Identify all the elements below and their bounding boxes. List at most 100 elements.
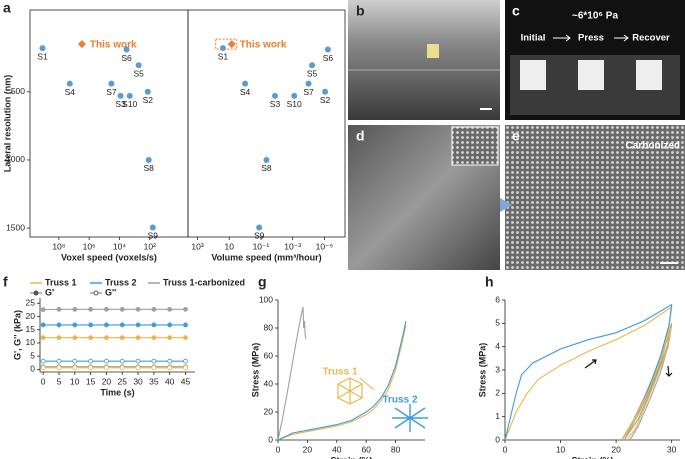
device xyxy=(520,60,546,90)
point-label: S4 xyxy=(240,87,251,97)
point xyxy=(183,322,188,328)
point-label: S1 xyxy=(218,51,229,61)
point xyxy=(167,322,173,328)
point xyxy=(135,306,141,312)
y-tick-label: 0 xyxy=(30,364,35,374)
point xyxy=(135,322,141,328)
y-axis-title: Lateral resolution (nm) xyxy=(2,75,12,173)
point-label: S7 xyxy=(106,87,117,97)
annotation: Truss 1 xyxy=(322,367,357,378)
point xyxy=(183,335,188,341)
point xyxy=(145,156,152,163)
x-axis-title: Time (s) xyxy=(100,387,134,397)
series-line xyxy=(504,305,673,441)
point xyxy=(151,322,157,328)
point-label: S1 xyxy=(37,51,48,61)
point xyxy=(324,46,331,53)
plot-frame xyxy=(187,9,346,238)
sample-cube xyxy=(427,44,439,58)
point-label: S4 xyxy=(65,87,76,97)
point xyxy=(305,80,312,87)
series-line xyxy=(277,306,307,441)
scale-bar xyxy=(660,262,678,264)
x-tick-label: 40 xyxy=(332,444,342,454)
legend-label: G'' xyxy=(105,287,116,297)
point-label: S8 xyxy=(261,163,272,173)
legend-marker xyxy=(33,290,39,296)
point xyxy=(135,335,141,341)
x-tick-label: 45 xyxy=(181,376,191,386)
point xyxy=(40,365,46,371)
legend-label: G' xyxy=(45,287,54,297)
legend-label: Truss 1-carbonized xyxy=(163,277,245,287)
point-label: This work xyxy=(90,40,137,51)
point xyxy=(72,365,78,371)
x-tick-label: 80 xyxy=(391,444,401,454)
series-line xyxy=(277,325,407,441)
point xyxy=(149,224,156,231)
x-tick-label: 30 xyxy=(133,376,143,386)
point xyxy=(219,45,226,52)
y-tick-label: 15 xyxy=(26,324,36,334)
panel-label: a xyxy=(3,0,11,16)
point-label: S9 xyxy=(148,231,159,241)
point-label: S8 xyxy=(144,163,155,173)
device xyxy=(578,60,604,90)
y-axis-title: G', G'' (kPa) xyxy=(12,310,22,360)
point xyxy=(227,40,236,49)
point xyxy=(104,335,109,341)
point xyxy=(40,335,46,341)
point xyxy=(104,365,109,371)
device xyxy=(636,60,662,90)
point xyxy=(126,92,133,99)
point xyxy=(256,224,263,231)
y-tick-label: 25 xyxy=(26,298,36,308)
annotation: Truss 2 xyxy=(382,395,417,406)
step-label: Initial xyxy=(521,33,546,44)
y-tick-label: 5 xyxy=(495,318,500,328)
point-label: S3 xyxy=(115,99,126,109)
point xyxy=(183,365,188,371)
x-tick-label: 10⁸ xyxy=(52,241,65,251)
point xyxy=(56,306,62,312)
photo-b xyxy=(348,0,500,120)
y-tick-label: 20 xyxy=(264,406,274,416)
point xyxy=(56,335,62,341)
point-label: S6 xyxy=(323,53,334,63)
point xyxy=(88,306,94,312)
x-tick-label: 0 xyxy=(41,376,46,386)
y-tick-label: 1 xyxy=(495,411,500,421)
y-tick-label: 80 xyxy=(264,322,274,332)
panel-label: e xyxy=(512,128,520,144)
point xyxy=(40,358,46,364)
point xyxy=(119,358,125,364)
y-tick-label: 6 xyxy=(495,294,500,304)
point xyxy=(56,322,62,328)
point-label: S5 xyxy=(133,68,144,78)
x-tick-label: 30 xyxy=(667,444,677,454)
x-tick-label: 40 xyxy=(165,376,175,386)
y-axis-title: Stress (MPa) xyxy=(250,343,260,398)
x-tick-label: 35 xyxy=(149,376,159,386)
photo-d-inset xyxy=(451,126,499,166)
scale-bar xyxy=(480,108,492,110)
point xyxy=(123,46,130,53)
point-label: This work xyxy=(240,40,287,51)
legend-label: Truss 1 xyxy=(45,277,77,287)
y-tick-label: 40 xyxy=(264,378,274,388)
y-tick-label: 20 xyxy=(26,311,36,321)
x-tick-label: 10⁻⁵ xyxy=(316,241,333,251)
x-tick-label: 10² xyxy=(144,241,156,251)
x-tick-label: 0 xyxy=(503,444,508,454)
point xyxy=(135,365,141,371)
point-label: S2 xyxy=(320,95,331,105)
point xyxy=(56,365,62,371)
x-tick-label: 0 xyxy=(276,444,281,454)
y-tick-label: 500 xyxy=(11,86,25,96)
x-tick-label: 5 xyxy=(57,376,62,386)
point-label: S7 xyxy=(303,87,314,97)
x-axis-title: Strain (%) xyxy=(330,455,372,459)
point xyxy=(309,62,316,69)
panel-label: d xyxy=(356,128,365,144)
